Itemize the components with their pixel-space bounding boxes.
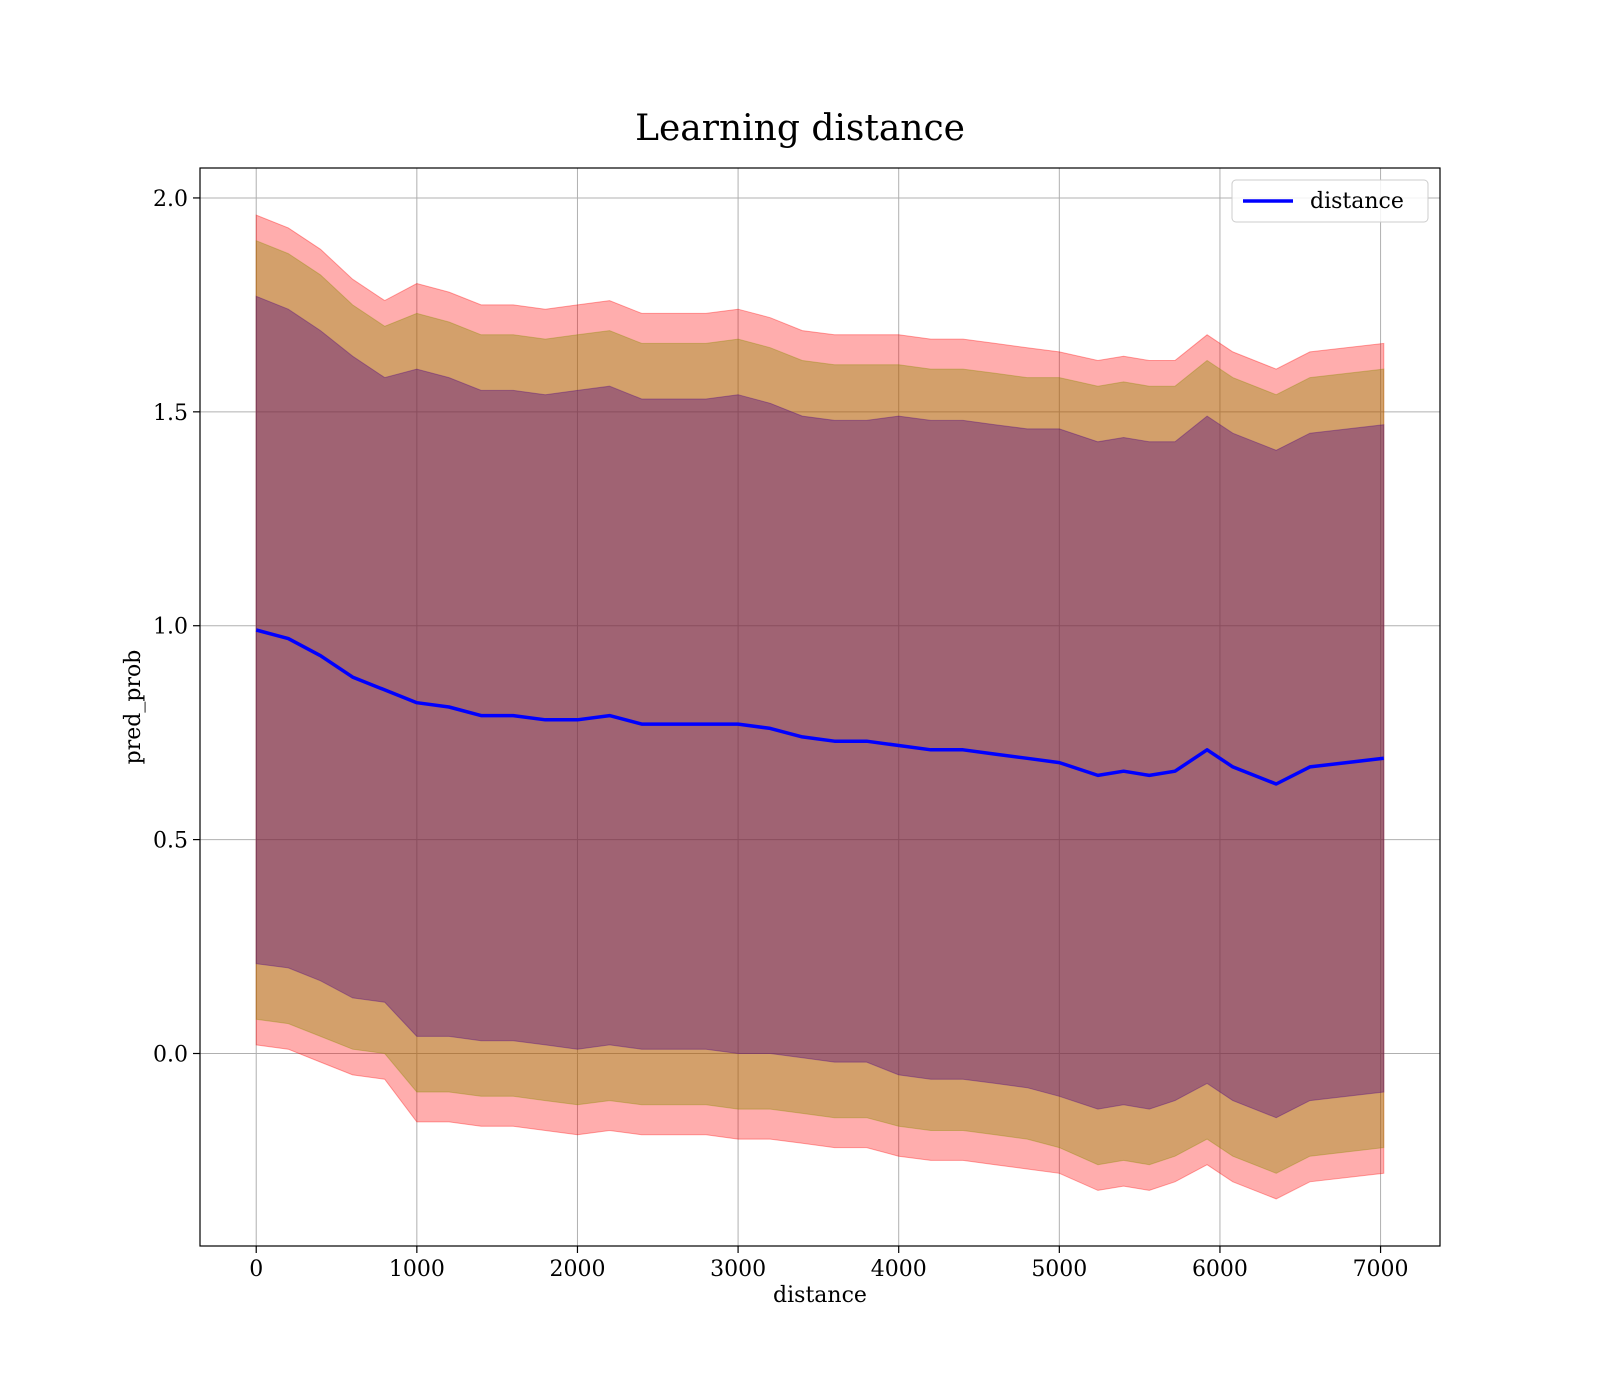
x-axis-label: distance	[773, 1283, 867, 1308]
x-tick-label: 1000	[389, 1257, 445, 1282]
legend-box	[1231, 179, 1429, 223]
x-ticks: 0 1000 2000 3000 4000 5000 6000 7000	[249, 1246, 1409, 1282]
y-ticks: 0.0 0.5 1.0 1.5 2.0	[153, 187, 200, 1068]
band-3-sigma	[255, 214, 1385, 1200]
y-tick-label: 0.5	[153, 829, 188, 854]
plot-frame	[199, 167, 1441, 1247]
x-tick-label: 7000	[1353, 1257, 1409, 1282]
legend-entry-distance: distance	[1310, 189, 1404, 214]
line-layer	[255, 628, 1385, 786]
series-line-distance	[255, 628, 1385, 786]
x-tick-label: 0	[249, 1257, 263, 1282]
y-tick-label: 1.0	[153, 615, 188, 640]
y-tick-label: 1.5	[153, 401, 188, 426]
band-2-sigma	[255, 239, 1385, 1174]
x-tick-label: 4000	[871, 1257, 927, 1282]
y-axis-label: pred_prob	[121, 650, 146, 765]
x-tick-label: 3000	[710, 1257, 766, 1282]
band-1-sigma	[255, 295, 1385, 1119]
y-tick-label: 0.0	[153, 1043, 188, 1068]
x-tick-label: 5000	[1031, 1257, 1087, 1282]
confidence-bands	[255, 214, 1385, 1200]
chart-title: Learning distance	[635, 108, 965, 149]
x-tick-label: 6000	[1192, 1257, 1248, 1282]
y-tick-label: 2.0	[153, 187, 188, 212]
x-tick-label: 2000	[549, 1257, 605, 1282]
legend: distance	[1231, 179, 1429, 223]
